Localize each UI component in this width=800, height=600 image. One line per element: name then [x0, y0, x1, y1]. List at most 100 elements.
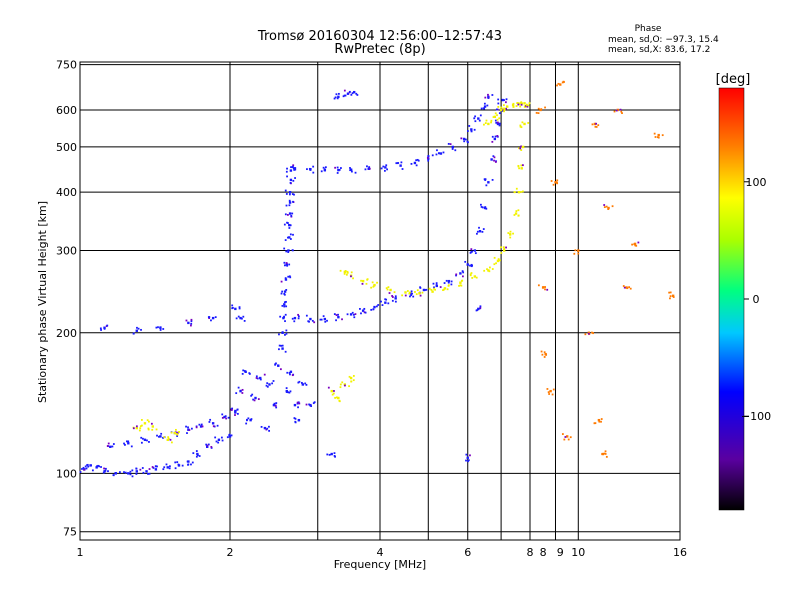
data-point-speckle: [540, 350, 543, 353]
data-point: [349, 376, 353, 380]
data-point-speckle: [281, 344, 284, 347]
data-point-speckle: [552, 183, 555, 186]
data-point-speckle: [479, 306, 482, 309]
data-point-speckle: [147, 427, 150, 430]
data-point-speckle: [291, 212, 294, 215]
data-point-speckle: [119, 471, 121, 474]
data-point-speckle: [237, 386, 240, 389]
data-point-speckle: [326, 453, 329, 456]
data-point-speckle: [520, 164, 523, 167]
data-point-speckle: [416, 289, 419, 292]
data-point-speckle: [322, 166, 325, 169]
data-point-speckle: [364, 168, 367, 171]
data-point-speckle: [190, 322, 193, 325]
data-point-speckle: [224, 415, 227, 418]
data-point-speckle: [391, 295, 394, 297]
data-point-speckle: [336, 166, 339, 169]
data-point-speckle: [283, 264, 286, 267]
data-point-speckle: [339, 386, 342, 389]
data-point-speckle: [135, 425, 138, 428]
series-group: [535, 80, 675, 458]
data-point-speckle: [475, 232, 478, 235]
data-point-speckle: [436, 149, 438, 152]
data-point-speckle: [622, 285, 625, 287]
data-point: [234, 307, 237, 311]
data-point-speckle: [238, 306, 241, 309]
data-point-speckle: [127, 440, 130, 443]
data-point-speckle: [207, 443, 210, 446]
data-point-speckle: [151, 428, 154, 431]
data-point-speckle: [574, 249, 577, 252]
data-point-speckle: [503, 99, 505, 102]
data-point-speckle: [278, 333, 280, 336]
data-point-speckle: [294, 421, 297, 424]
data-point-speckle: [176, 433, 179, 436]
data-point-speckle: [544, 286, 546, 288]
data-point-speckle: [363, 311, 366, 314]
data-point-speckle: [563, 438, 566, 441]
data-point-speckle: [518, 167, 521, 170]
data-point-speckle: [174, 467, 177, 470]
data-point-speckle: [410, 294, 412, 297]
data-point-speckle: [412, 295, 415, 298]
data-point-speckle: [512, 232, 514, 235]
data-point-speckle: [385, 287, 388, 290]
x-minor-tick-label: 9: [557, 546, 564, 559]
data-point: [288, 212, 292, 215]
data-point-speckle: [333, 390, 335, 392]
data-point-speckle: [186, 432, 188, 434]
data-point-speckle: [446, 288, 449, 291]
data-point-speckle: [253, 399, 256, 402]
data-point: [477, 307, 480, 311]
data-point: [166, 438, 169, 441]
data-point-speckle: [292, 167, 295, 170]
data-point-speckle: [281, 304, 284, 307]
data-point-speckle: [190, 320, 193, 323]
data-point-speckle: [433, 286, 435, 289]
data-point-speckle: [157, 326, 159, 329]
data-point: [135, 329, 138, 332]
data-point-speckle: [297, 315, 300, 318]
data-point-speckle: [491, 140, 494, 143]
data-point: [154, 468, 158, 471]
data-point-speckle: [521, 121, 524, 124]
data-point-speckle: [488, 266, 491, 269]
data-point-speckle: [470, 251, 473, 253]
data-point-speckle: [91, 469, 94, 472]
data-point-speckle: [226, 436, 229, 439]
data-point-speckle: [350, 275, 352, 278]
data-point-speckle: [601, 453, 604, 455]
series-group: [278, 166, 297, 336]
data-point-speckle: [210, 447, 213, 449]
data-point-speckle: [517, 103, 520, 106]
data-point-speckle: [214, 436, 217, 439]
data-point-speckle: [615, 109, 618, 112]
data-point-speckle: [344, 270, 347, 272]
data-point-speckle: [285, 193, 288, 195]
data-point-speckle: [490, 121, 492, 124]
data-point-speckle: [190, 324, 192, 327]
data-point-speckle: [594, 125, 597, 128]
data-point: [289, 370, 293, 373]
data-point-speckle: [471, 277, 474, 279]
data-point-speckle: [348, 375, 351, 378]
data-point-speckle: [370, 308, 373, 311]
data-point-speckle: [493, 156, 496, 159]
data-point-speckle: [509, 236, 512, 239]
data-point-speckle: [411, 292, 413, 295]
data-point-speckle: [505, 246, 507, 249]
data-point-speckle: [140, 328, 142, 331]
data-point-speckle: [384, 298, 387, 301]
data-point-speckle: [497, 258, 500, 260]
data-point-speckle: [337, 313, 339, 316]
data-point-speckle: [493, 256, 496, 259]
data-point-speckle: [502, 107, 505, 110]
data-point-speckle: [288, 275, 291, 278]
data-point: [293, 316, 297, 320]
data-point: [283, 290, 287, 293]
colorbar-label: [deg]: [716, 72, 751, 87]
data-point-speckle: [461, 275, 464, 278]
data-point-speckle: [623, 286, 626, 289]
data-point-speckle: [209, 418, 212, 421]
data-point-speckle: [289, 224, 292, 227]
